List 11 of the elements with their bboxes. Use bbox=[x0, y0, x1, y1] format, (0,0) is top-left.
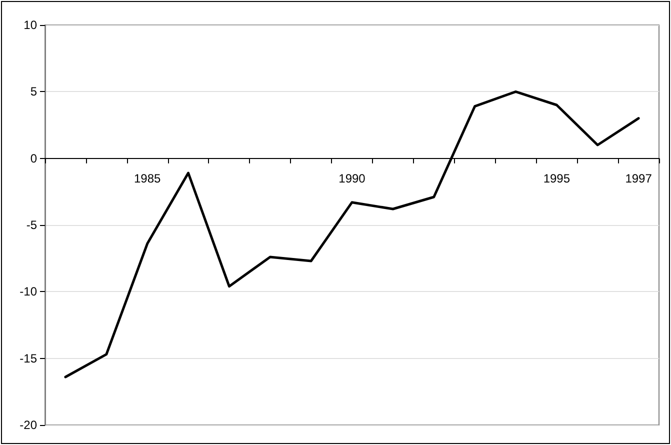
x-tick-label: 1990 bbox=[338, 171, 366, 186]
y-tick-label: 5 bbox=[30, 84, 38, 99]
x-tick-label: 1997 bbox=[625, 171, 652, 186]
y-tick-label: -15 bbox=[20, 351, 38, 366]
x-tick-label: 1995 bbox=[543, 171, 570, 186]
x-tick-label: 1985 bbox=[134, 171, 162, 186]
y-tick-label: 0 bbox=[30, 151, 38, 166]
y-tick-label: -10 bbox=[20, 284, 38, 299]
y-tick-label: -20 bbox=[20, 418, 38, 432]
y-tick-label: 10 bbox=[24, 18, 38, 32]
y-tick-label: -5 bbox=[26, 218, 38, 232]
